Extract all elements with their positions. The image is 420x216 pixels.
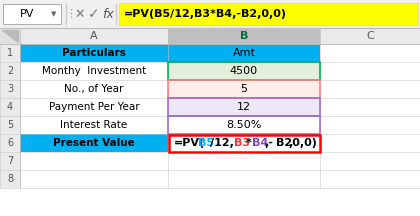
Text: ,-: ,-: [264, 138, 273, 148]
Bar: [168, 116, 320, 134]
Bar: [0, 28, 420, 44]
Text: 12: 12: [237, 102, 251, 112]
Bar: [0, 152, 20, 170]
Text: 5: 5: [7, 120, 13, 130]
Text: 5: 5: [241, 84, 247, 94]
Bar: [168, 28, 320, 44]
Text: Payment Per Year: Payment Per Year: [49, 102, 139, 112]
Text: 8: 8: [7, 174, 13, 184]
Bar: [119, 3, 418, 25]
Bar: [20, 44, 168, 62]
Text: 7: 7: [7, 156, 13, 166]
Text: A: A: [90, 31, 98, 41]
Text: ,0,0): ,0,0): [288, 138, 317, 148]
Bar: [20, 98, 168, 116]
Text: Interest Rate: Interest Rate: [60, 120, 128, 130]
Bar: [20, 134, 168, 152]
Text: Particulars: Particulars: [62, 48, 126, 58]
Bar: [0, 44, 20, 62]
Text: B4: B4: [252, 138, 268, 148]
Bar: [320, 80, 420, 98]
Text: =PV(: =PV(: [174, 138, 205, 148]
Bar: [0, 80, 20, 98]
Text: 6: 6: [7, 138, 13, 148]
Text: /12,: /12,: [210, 138, 234, 148]
Text: 3: 3: [7, 84, 13, 94]
Text: ⋮: ⋮: [66, 9, 76, 19]
Text: *: *: [246, 138, 252, 148]
Bar: [168, 62, 320, 80]
Bar: [0, 116, 20, 134]
Bar: [320, 170, 420, 188]
Text: No., of Year: No., of Year: [64, 84, 123, 94]
Bar: [20, 152, 168, 170]
Bar: [168, 80, 320, 98]
Text: ✕: ✕: [75, 8, 85, 21]
Bar: [168, 80, 320, 98]
Bar: [3, 4, 61, 24]
Text: PV: PV: [20, 9, 34, 19]
Text: B5: B5: [198, 138, 214, 148]
Bar: [168, 98, 320, 116]
Text: B3: B3: [234, 138, 250, 148]
Bar: [20, 170, 168, 188]
Bar: [168, 44, 320, 62]
Bar: [168, 134, 320, 152]
Text: C: C: [366, 31, 374, 41]
Bar: [20, 116, 168, 134]
Text: B2: B2: [276, 138, 292, 148]
Text: 4: 4: [7, 102, 13, 112]
Bar: [320, 44, 420, 62]
Bar: [0, 134, 20, 152]
Bar: [20, 80, 168, 98]
Text: Present Value: Present Value: [53, 138, 135, 148]
Bar: [0, 62, 20, 80]
Text: fx: fx: [102, 8, 114, 21]
Bar: [0, 170, 20, 188]
Bar: [168, 98, 320, 116]
Bar: [320, 152, 420, 170]
Text: 4500: 4500: [230, 66, 258, 76]
Text: 2: 2: [7, 66, 13, 76]
Bar: [168, 116, 320, 134]
Bar: [168, 135, 320, 151]
Bar: [20, 62, 168, 80]
Text: ✓: ✓: [88, 7, 100, 21]
Bar: [0, 28, 20, 44]
Bar: [320, 62, 420, 80]
Bar: [320, 134, 420, 152]
Text: =PV(B5/12,B3*B4,-B2,0,0): =PV(B5/12,B3*B4,-B2,0,0): [124, 9, 287, 19]
Text: ▼: ▼: [51, 11, 57, 17]
Text: B: B: [240, 31, 248, 41]
Bar: [320, 98, 420, 116]
Bar: [0, 98, 20, 116]
Text: Amt: Amt: [233, 48, 255, 58]
Bar: [168, 170, 320, 188]
Text: Monthy  Investment: Monthy Investment: [42, 66, 146, 76]
Text: 1: 1: [7, 48, 13, 58]
Bar: [168, 152, 320, 170]
Bar: [320, 116, 420, 134]
Bar: [168, 62, 320, 80]
Text: 8.50%: 8.50%: [226, 120, 262, 130]
Polygon shape: [2, 30, 18, 42]
Bar: [0, 0, 420, 28]
